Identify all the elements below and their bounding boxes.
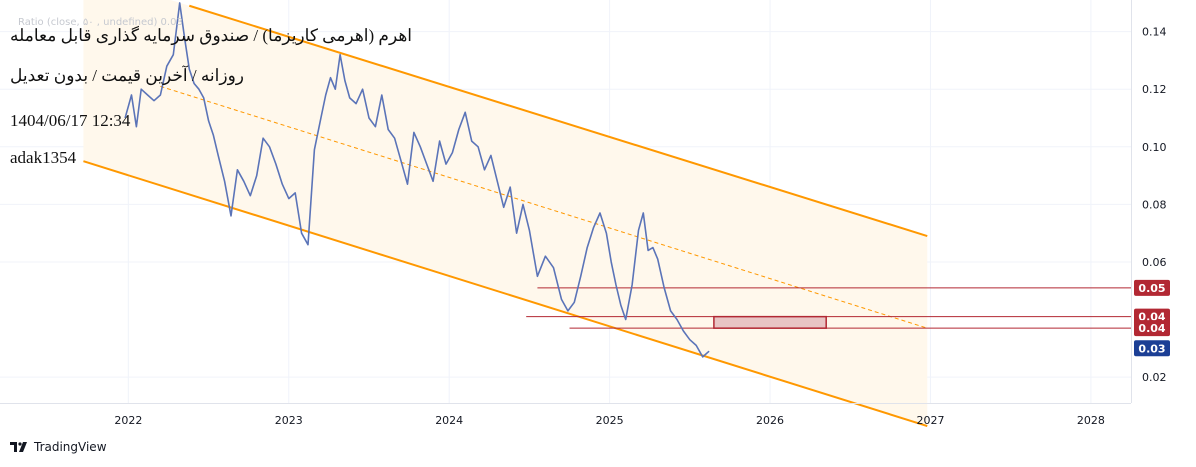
- y-axis[interactable]: 0.14 0.12 0.10 0.08 0.06 0.02: [1131, 0, 1167, 403]
- y-tick-label: 0.02: [1142, 371, 1167, 384]
- channel-mid-line: [160, 85, 928, 329]
- x-tick-label: 2023: [275, 414, 303, 427]
- channel-upper-line: [189, 4, 928, 237]
- range-box: [713, 315, 827, 329]
- y-tick-label: 0.06: [1142, 256, 1167, 269]
- level-tag-2-bg: [1134, 320, 1170, 337]
- level-tag-0-bg: [1134, 279, 1170, 296]
- last-value-tag-label: 0.03: [1138, 342, 1165, 355]
- y-tick-label: 0.14: [1142, 26, 1167, 39]
- y-tick-label: 0.12: [1142, 83, 1167, 96]
- indicator-legend: Ratio (close, ۵۰ , undefined) 0.03: [18, 17, 183, 28]
- chart-title: اهرم (اهرمی کاریزما) / صندوق سرمایه گذار…: [10, 26, 413, 45]
- tradingview-footer[interactable]: TradingView: [10, 440, 107, 454]
- x-axis[interactable]: 2022 2023 2024 2025 2026 2027 2028: [0, 403, 1131, 428]
- regression-channel[interactable]: [83, 0, 928, 427]
- brand-name: TradingView: [34, 440, 107, 454]
- x-tick-label: 2025: [596, 414, 624, 427]
- chart-datetime: 1404/06/17 12:34: [10, 111, 131, 130]
- last-value-tag-bg: [1134, 340, 1170, 357]
- price-tags: 0.050.040.040.03: [1134, 279, 1170, 357]
- channel-lower-line: [83, 160, 928, 427]
- price-series[interactable]: [124, 2, 710, 358]
- y-tick-label: 0.08: [1142, 198, 1167, 211]
- x-tick-label: 2022: [114, 414, 142, 427]
- series-line: [124, 2, 710, 358]
- x-tick-label: 2027: [916, 414, 944, 427]
- x-tick-label: 2026: [756, 414, 784, 427]
- y-tick-label: 0.10: [1142, 141, 1167, 154]
- tradingview-logo-icon: [10, 442, 27, 452]
- level-tag-0-label: 0.05: [1138, 282, 1165, 295]
- channel-fill: [83, 0, 928, 427]
- x-tick-label: 2024: [435, 414, 463, 427]
- level-tag-2-label: 0.04: [1138, 322, 1165, 335]
- chart-subtitle: روزانه / آخرین قیمت / بدون تعدیل: [10, 66, 245, 85]
- chart-author: adak1354: [10, 148, 77, 167]
- x-tick-label: 2028: [1077, 414, 1105, 427]
